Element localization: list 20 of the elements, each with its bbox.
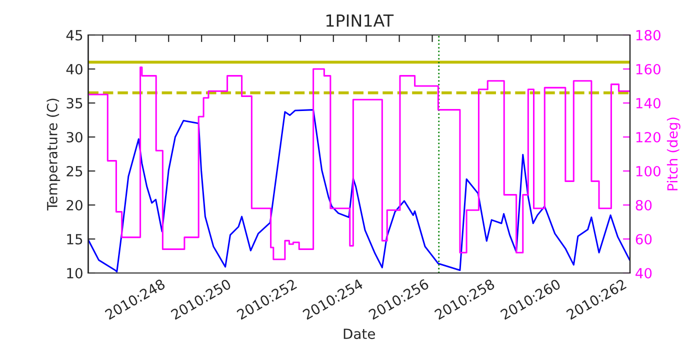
y-tick-label: 30 bbox=[66, 132, 82, 142]
y-axis-title: Temperature (C) bbox=[46, 98, 60, 210]
y-tick-label: 20 bbox=[66, 200, 82, 210]
y2-tick-label: 140 bbox=[636, 98, 660, 108]
y2-tick-label: 60 bbox=[636, 234, 652, 244]
y-tick-label: 35 bbox=[66, 98, 82, 108]
chart-title: 1PIN1AT bbox=[326, 14, 394, 27]
y2-tick-label: 160 bbox=[636, 64, 660, 74]
y2-tick-label: 80 bbox=[636, 200, 652, 210]
y2-tick-label: 40 bbox=[636, 268, 652, 278]
y-tick-label: 25 bbox=[66, 166, 82, 176]
y2-tick-label: 100 bbox=[636, 166, 660, 176]
y2-axis-title: Pitch (deg) bbox=[666, 118, 680, 190]
y-tick-label: 40 bbox=[66, 64, 82, 74]
y-tick-label: 10 bbox=[67, 268, 82, 278]
y-tick-label: 15 bbox=[67, 234, 82, 244]
y-tick-label: 45 bbox=[66, 30, 82, 40]
y2-tick-label: 120 bbox=[636, 132, 660, 142]
y2-tick-label: 180 bbox=[636, 30, 660, 40]
x-axis-title: Date bbox=[344, 328, 375, 340]
